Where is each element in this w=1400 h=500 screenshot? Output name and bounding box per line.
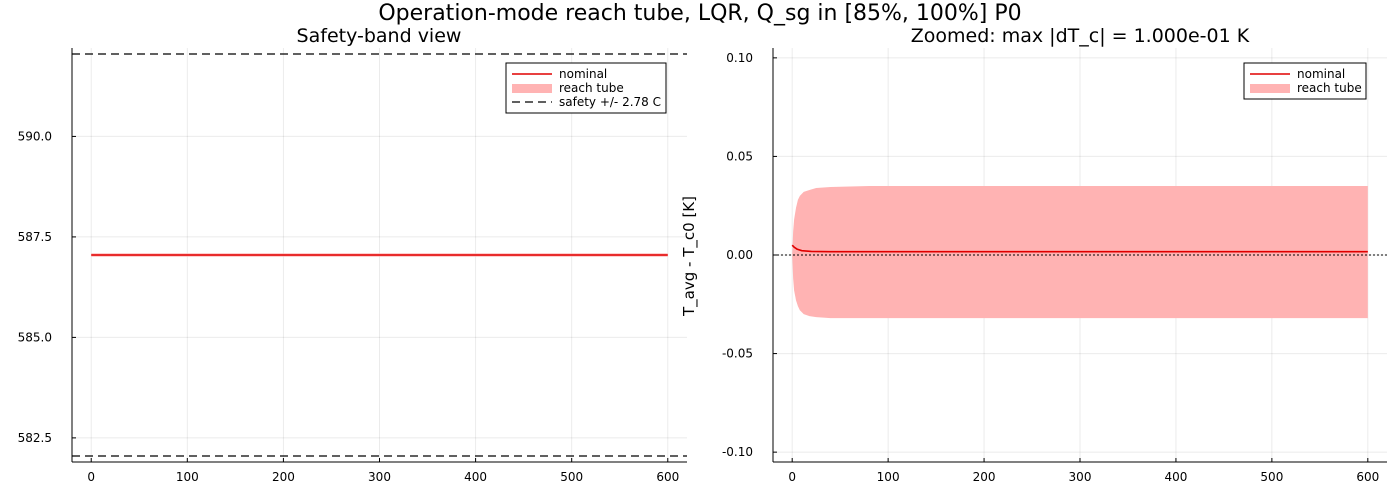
x-tick-label: 600 — [1356, 470, 1379, 484]
x-tick-label: 500 — [1260, 470, 1283, 484]
panel-title-safety: Safety-band view — [297, 25, 462, 47]
legend-swatch-reach-tube — [512, 84, 552, 93]
y-axis-label: T_avg - T_c0 [K] — [680, 196, 699, 317]
x-tick-label: 0 — [788, 470, 796, 484]
y-tick-label: -0.05 — [722, 347, 753, 361]
legend-label: safety +/- 2.78 C — [559, 95, 661, 109]
x-tick-label: 100 — [877, 470, 900, 484]
x-tick-label: 300 — [368, 470, 391, 484]
y-tick-label: 585.0 — [18, 330, 52, 344]
x-tick-label: 400 — [1164, 470, 1187, 484]
legend-label: reach tube — [559, 81, 624, 95]
nominal-line — [791, 244, 1368, 253]
panel-title-zoomed: Zoomed: max |dT_c| = 1.000e-01 K — [911, 25, 1250, 47]
legend-box — [505, 62, 667, 114]
legend-label: nominal — [559, 67, 607, 81]
legend-label: nominal — [1297, 67, 1345, 81]
x-tick-label: 300 — [1069, 470, 1092, 484]
y-tick-label: 587.5 — [18, 230, 52, 244]
x-tick-label: 600 — [656, 470, 679, 484]
x-tick-label: 400 — [464, 470, 487, 484]
safety-band-panel: Safety-band view 0 100 200 300 400 500 600 582.… — [18, 25, 687, 484]
x-tick-label: 100 — [176, 470, 199, 484]
y-tick-label: 0.05 — [726, 149, 753, 163]
y-tick-label: -0.10 — [722, 445, 753, 459]
y-tick-label: 590.0 — [18, 129, 52, 143]
legend-label: reach tube — [1297, 81, 1362, 95]
x-tick-label: 0 — [87, 470, 95, 484]
x-tick-label: 500 — [560, 470, 583, 484]
y-tick-label: 0.10 — [726, 51, 753, 65]
zoomed-panel: Zoomed: max |dT_c| = 1.000e-01 K T_avg -… — [680, 25, 1387, 484]
y-tick-label: 582.5 — [18, 431, 52, 445]
y-tick-label: 0.00 — [726, 248, 753, 262]
legend-swatch-reach-tube — [1250, 84, 1290, 93]
figure-title: Operation-mode reach tube, LQR, Q_sg in … — [378, 1, 1021, 26]
x-tick-label: 200 — [973, 470, 996, 484]
x-tick-label: 200 — [272, 470, 295, 484]
